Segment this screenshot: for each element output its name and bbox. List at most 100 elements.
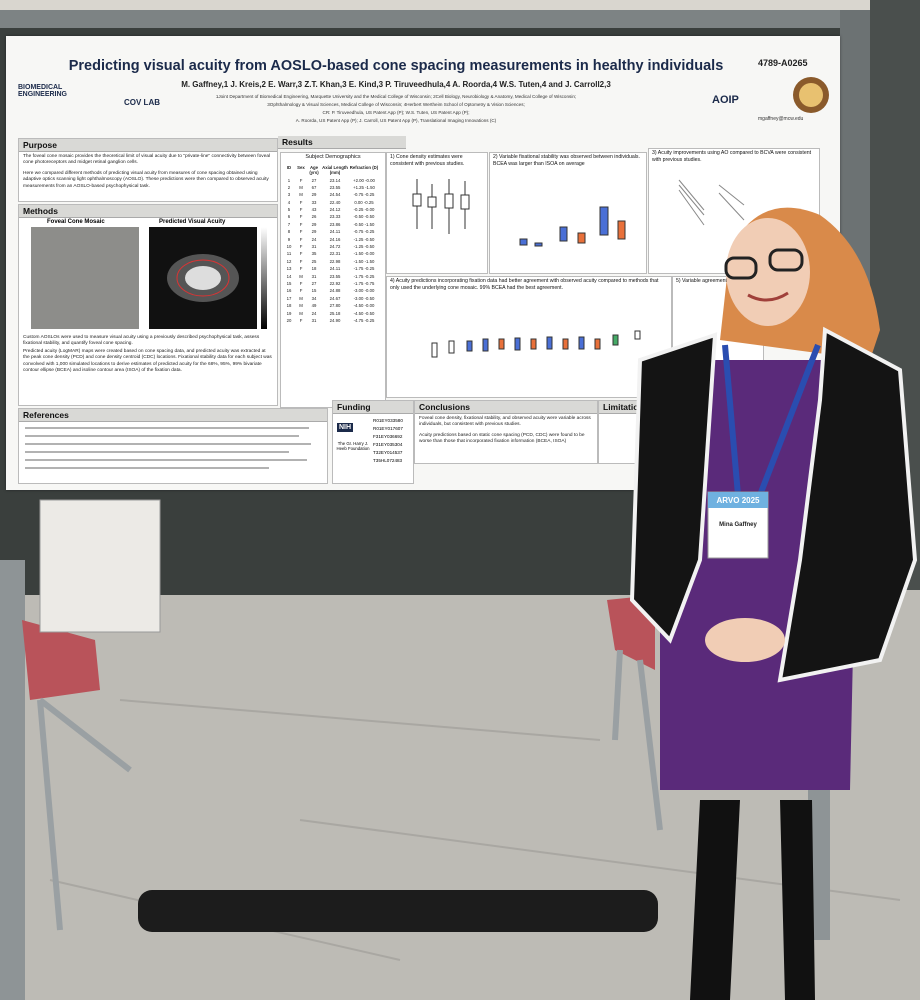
section-heading: Results bbox=[278, 136, 406, 149]
section-heading: Methods bbox=[19, 205, 277, 218]
table-cell: 35 bbox=[311, 251, 317, 257]
panel-figure bbox=[519, 206, 626, 246]
table-cell: 24.16 bbox=[329, 236, 341, 242]
table-cell: 18 bbox=[311, 266, 317, 272]
table-cell: -1.75 -0.25 bbox=[353, 266, 375, 272]
table-cell: 34 bbox=[311, 295, 317, 301]
table-cell: F bbox=[299, 266, 303, 272]
section-heading: Conclusions bbox=[415, 401, 597, 414]
result-panel: 2) Variable fixational stability was obs… bbox=[489, 152, 647, 274]
table-cell: 20 bbox=[286, 317, 292, 323]
board-leg bbox=[0, 560, 25, 1000]
table-cell: 18 bbox=[286, 303, 292, 309]
table-cell: 11 bbox=[286, 251, 292, 257]
table-cell: -3.00 -0.00 bbox=[353, 288, 375, 294]
face bbox=[726, 218, 810, 326]
table-cell: 27 bbox=[311, 281, 317, 286]
table-title: Subject Demographics bbox=[305, 154, 361, 160]
demographics-table: Subject Demographics ID Sex Age (yrs) Axial… bbox=[280, 152, 386, 408]
handout bbox=[39, 499, 161, 633]
table-cell: F bbox=[299, 229, 303, 235]
table-cell: 13 bbox=[286, 266, 292, 272]
section-heading: Funding bbox=[333, 401, 413, 414]
grant-id: F31EY035304 bbox=[373, 442, 403, 447]
glasses bbox=[724, 248, 804, 280]
affiliation: CR: P. Tiruveedhula, US Patent App (P); … bbox=[322, 110, 470, 115]
chair-legs bbox=[612, 649, 663, 831]
poster-tube bbox=[138, 890, 658, 932]
grant-id: F31EY036692 bbox=[373, 434, 403, 439]
legs bbox=[690, 800, 815, 1000]
table-cell: 23.33 bbox=[329, 214, 341, 220]
table-cell: -1.50 -1.50 bbox=[353, 258, 375, 264]
table-cell: 23.14 bbox=[329, 177, 341, 183]
table-cell: 16 bbox=[286, 288, 292, 294]
table-cell: F bbox=[299, 207, 303, 213]
chair bbox=[22, 620, 100, 700]
grant-list: R01EY033580 R01EY017607 F31EY036692 F31EY03… bbox=[373, 417, 403, 465]
affiliation: 1Joint Department of Biomedical Engineer… bbox=[215, 94, 577, 99]
table-cell: F bbox=[299, 236, 303, 242]
table-cell: 15 bbox=[286, 281, 292, 286]
poster-title: Predicting visual acuity from AOSLO-base… bbox=[68, 58, 724, 74]
table-cell: 26 bbox=[311, 214, 317, 220]
smile bbox=[747, 291, 789, 302]
purpose-section: Purpose The foveal cone mosaic provides … bbox=[18, 138, 278, 202]
table-cell: M bbox=[299, 303, 303, 309]
table-cell: M bbox=[299, 184, 303, 190]
table-cell: F bbox=[299, 258, 303, 264]
funder: NIH bbox=[337, 423, 354, 432]
badge-name: Mina Gaffney bbox=[719, 522, 757, 528]
logo-text: COV LAB bbox=[124, 98, 160, 107]
table-cell: 25 bbox=[311, 258, 317, 264]
table-cell: 5 bbox=[287, 207, 291, 213]
table-cell: 31 bbox=[311, 273, 317, 279]
table-cell: +2.00 -0.00 bbox=[353, 177, 375, 183]
grant-id: T32EY014537 bbox=[373, 450, 403, 455]
jacket-left bbox=[629, 332, 718, 644]
table-cell: 24.11 bbox=[329, 229, 341, 235]
figure-label: Foveal Cone Mosaic bbox=[47, 219, 105, 225]
table-cell: 27 bbox=[311, 177, 317, 183]
references-section: References bbox=[18, 408, 328, 484]
poster-id: 4789-A0265 bbox=[758, 58, 808, 68]
panel-title: 4) Acuity predictions incorporating fixa… bbox=[390, 278, 659, 291]
table-cell: 24.11 bbox=[329, 266, 341, 272]
table-cell: 24.88 bbox=[329, 288, 341, 294]
table-cell: -1.25 -0.50 bbox=[353, 244, 375, 250]
methods-section: Methods Foveal Cone Mosaic Predicted Vis… bbox=[18, 204, 278, 406]
table-cell: 22.92 bbox=[329, 281, 341, 286]
table-cell: F bbox=[299, 317, 303, 323]
section-heading: Purpose bbox=[19, 139, 277, 152]
table-cell: 2 bbox=[287, 184, 291, 190]
result-panel: 1) Cone density estimates were consisten… bbox=[386, 152, 488, 274]
conclusions-section: Conclusions Foveal cone density, fixatio… bbox=[414, 400, 598, 464]
table-cell: 24.54 bbox=[329, 192, 341, 198]
table-cell: -4.50 -0.00 bbox=[353, 303, 375, 309]
table-cell: 9 bbox=[287, 236, 291, 242]
table-cell: -4.75 -0.25 bbox=[353, 317, 375, 323]
table-cell: M bbox=[299, 192, 303, 198]
grant-id: R01EY033580 bbox=[373, 418, 403, 423]
table-cell: -0.50 -0.50 bbox=[353, 214, 375, 220]
table-cell: F bbox=[299, 281, 303, 286]
grant-id: R01EY017607 bbox=[373, 426, 403, 431]
figure-label: Predicted Visual Acuity bbox=[159, 219, 226, 225]
affiliation: A. Roorda, US Patent App (P); J. Carroll… bbox=[295, 118, 497, 123]
table-cell: 33 bbox=[311, 199, 317, 205]
dress bbox=[660, 360, 855, 790]
table-cell: 7 bbox=[287, 221, 291, 227]
table-cell: 14 bbox=[286, 273, 292, 279]
panel-title: 1) Cone density estimates were consisten… bbox=[390, 154, 465, 167]
section-heading: References bbox=[19, 409, 327, 422]
table-cell: 0.00 -0.25 bbox=[354, 199, 374, 205]
table-header: Refraction (D) bbox=[349, 165, 379, 171]
table-cell: 12 bbox=[286, 258, 292, 264]
result-panel: 4) Acuity predictions incorporating fixa… bbox=[386, 276, 672, 398]
chair-legs bbox=[37, 697, 132, 931]
table-cell: M bbox=[299, 295, 303, 301]
table-cell: 25.18 bbox=[329, 310, 341, 316]
table-header: Sex bbox=[297, 165, 305, 171]
